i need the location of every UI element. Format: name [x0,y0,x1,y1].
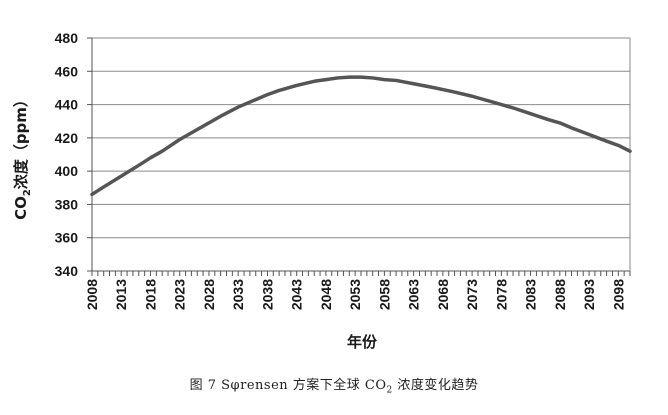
caption-prefix: 图 7 Sφrensen 方案下全球 CO [189,378,387,393]
x-tick-label-2058: 2058 [376,279,392,310]
y-tick-label-380: 380 [55,196,79,212]
co2-line-chart: 340 360 380 400 420 440 460 480 2008 2013 2018 202… [12,30,632,351]
x-tick-label-2073: 2073 [464,279,480,310]
y-tick-label-480: 480 [55,30,79,46]
axes [87,37,631,276]
figure-caption: 图 7 Sφrensen 方案下全球 CO2 浓度变化趋势 [0,374,668,396]
x-tick-label-2013: 2013 [113,279,129,310]
y-tick-label-420: 420 [55,130,79,146]
x-tick-label-2043: 2043 [289,279,305,310]
chart-panel: 340 360 380 400 420 440 460 480 2008 2013 2018 202… [12,30,632,351]
x-tick-label-2063: 2063 [406,279,422,310]
x-tick-label-2023: 2023 [172,279,188,310]
x-tick-label-2088: 2088 [552,279,568,310]
gridlines [92,37,630,272]
x-tick-label-2068: 2068 [435,279,451,310]
series-line-0 [90,75,632,197]
caption-subscript: 2 [386,385,393,396]
y-tick-label-460: 460 [55,63,79,79]
x-tick-label-2008: 2008 [84,279,100,310]
y-tick-labels: 340 360 380 400 420 440 460 480 [55,30,79,279]
x-tick-labels: 2008 2013 2018 2023 2028 2033 2038 2043 2048 2053… [84,279,626,310]
x-tick-label-2048: 2048 [318,279,334,310]
x-axis-title: 年份 [347,333,378,351]
series-layer [90,75,632,197]
x-tick-label-2033: 2033 [230,279,246,310]
x-tick-label-2083: 2083 [523,279,539,310]
x-tick-label-2093: 2093 [581,279,597,310]
x-tick-label-2018: 2018 [142,279,158,310]
y-axis-title-main: CO [12,196,30,220]
caption-suffix: 浓度变化趋势 [392,378,479,393]
x-tick-label-2053: 2053 [347,279,363,310]
y-axis-title-subscript: 2 [22,189,33,196]
y-tick-label-360: 360 [55,230,79,246]
y-tick-label-400: 400 [55,163,79,179]
x-tick-label-2038: 2038 [259,279,275,310]
y-axis-title-rest: 浓度（ppm） [12,92,30,189]
y-axis-title: CO2浓度（ppm） [12,92,33,220]
y-tick-label-340: 340 [55,263,79,279]
x-tick-label-2078: 2078 [493,279,509,310]
y-tick-label-440: 440 [55,97,79,113]
x-tick-label-2098: 2098 [610,279,626,310]
x-tick-label-2028: 2028 [201,279,217,310]
